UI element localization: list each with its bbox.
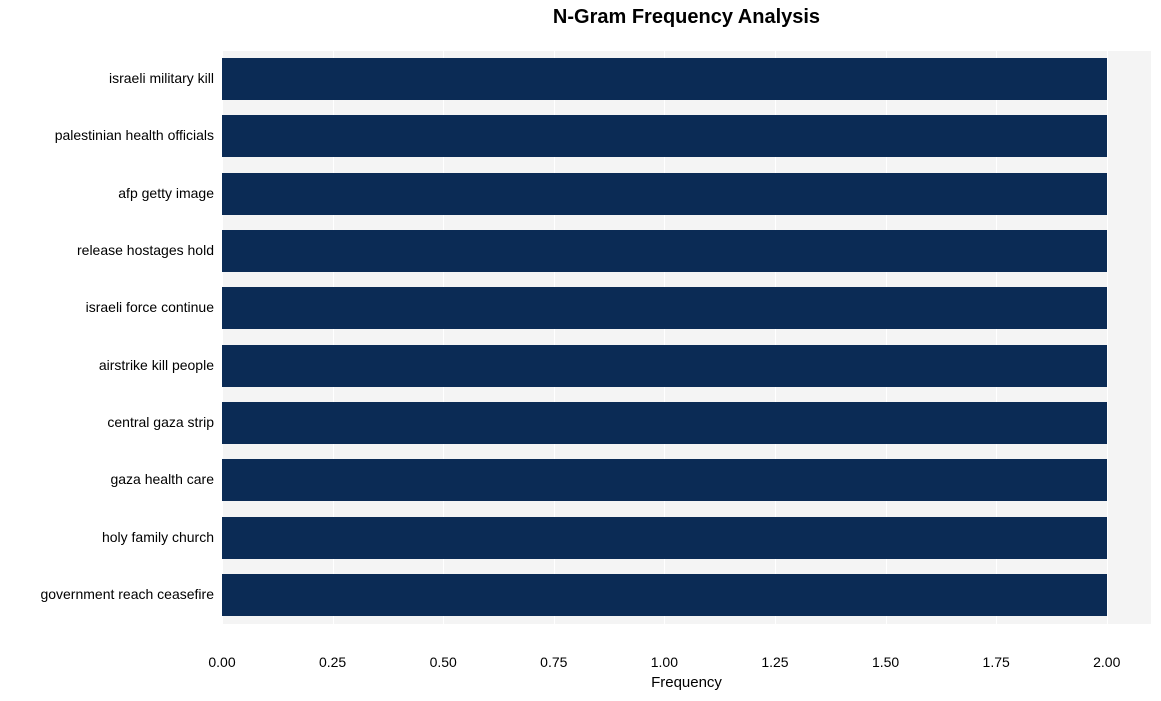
bar (222, 345, 1107, 387)
x-tick-label: 1.00 (651, 654, 678, 670)
bar (222, 574, 1107, 616)
bar (222, 287, 1107, 329)
x-tick-label: 0.75 (540, 654, 567, 670)
y-tick-label: afp getty image (0, 185, 214, 201)
y-tick-label: government reach ceasefire (0, 586, 214, 602)
y-tick-label: gaza health care (0, 471, 214, 487)
bar (222, 58, 1107, 100)
x-tick-label: 2.00 (1093, 654, 1120, 670)
x-tick-label: 1.75 (983, 654, 1010, 670)
x-tick-label: 0.50 (430, 654, 457, 670)
y-tick-label: holy family church (0, 529, 214, 545)
bar (222, 115, 1107, 157)
y-tick-label: release hostages hold (0, 242, 214, 258)
x-tick-label: 1.50 (872, 654, 899, 670)
y-tick-label: airstrike kill people (0, 357, 214, 373)
bar (222, 459, 1107, 501)
y-tick-label: israeli military kill (0, 70, 214, 86)
bar (222, 517, 1107, 559)
bar (222, 173, 1107, 215)
chart-title: N-Gram Frequency Analysis (222, 6, 1151, 29)
plot-area (222, 36, 1151, 638)
y-tick-label: israeli force continue (0, 299, 214, 315)
x-axis-label: Frequency (222, 674, 1151, 691)
x-tick-label: 0.25 (319, 654, 346, 670)
y-tick-label: palestinian health officials (0, 127, 214, 143)
gridline (1107, 51, 1108, 624)
y-tick-label: central gaza strip (0, 414, 214, 430)
bar (222, 402, 1107, 444)
x-tick-label: 0.00 (208, 654, 235, 670)
x-tick-label: 1.25 (761, 654, 788, 670)
bar (222, 230, 1107, 272)
ngram-frequency-chart: N-Gram Frequency Analysis israeli milita… (0, 0, 1161, 701)
